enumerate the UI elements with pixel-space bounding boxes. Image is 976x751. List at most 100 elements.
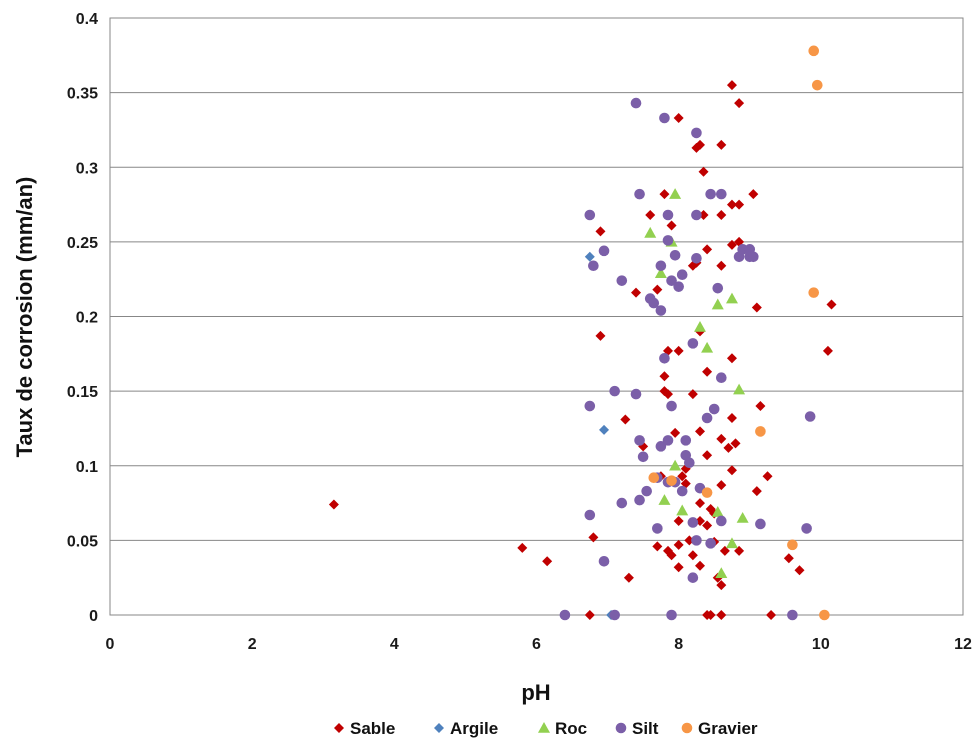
data-point — [584, 209, 596, 221]
data-point — [669, 459, 682, 471]
data-point — [673, 345, 684, 356]
data-point — [719, 545, 730, 556]
data-point — [702, 244, 713, 255]
data-point — [673, 539, 684, 550]
x-tick-label: 6 — [532, 636, 541, 653]
data-point — [652, 523, 663, 534]
data-point — [620, 414, 631, 425]
data-point — [666, 609, 677, 621]
legend-marker — [681, 722, 693, 734]
data-point — [751, 486, 762, 497]
data-point — [694, 498, 705, 509]
data-point — [673, 562, 684, 573]
data-point — [716, 260, 727, 271]
x-tick-label: 0 — [106, 636, 115, 653]
data-point — [794, 565, 805, 576]
legend-label: Gravier — [698, 719, 758, 738]
data-point — [701, 412, 713, 424]
data-points — [328, 45, 837, 621]
data-point — [662, 235, 674, 246]
data-point — [734, 199, 745, 210]
data-point — [517, 542, 528, 553]
y-tick-label: 0 — [89, 608, 98, 625]
data-point — [748, 189, 759, 200]
data-point — [630, 388, 642, 400]
data-point — [716, 610, 727, 620]
data-point — [599, 424, 610, 435]
data-point — [648, 297, 660, 309]
data-point — [726, 412, 737, 423]
data-point — [804, 411, 816, 422]
x-axis-title: pH — [521, 680, 550, 705]
x-tick-label: 8 — [674, 636, 683, 653]
data-point — [328, 499, 339, 510]
data-point — [598, 555, 610, 567]
data-point — [701, 341, 714, 353]
data-point — [616, 497, 628, 509]
y-axis-ticks: 0 0.05 0.1 0.15 0.2 0.25 0.3 0.35 0.4 — [67, 11, 98, 625]
data-point — [673, 515, 684, 526]
data-point — [669, 250, 681, 261]
data-point — [691, 127, 702, 139]
data-point — [659, 371, 670, 382]
data-point — [644, 226, 657, 238]
data-point — [637, 451, 649, 463]
y-tick-label: 0.35 — [67, 86, 98, 103]
data-point — [652, 541, 663, 552]
y-tick-label: 0.25 — [67, 235, 98, 252]
data-point — [673, 281, 684, 292]
data-point — [687, 572, 699, 583]
data-point — [662, 209, 674, 221]
data-point — [711, 298, 724, 310]
data-point — [666, 275, 677, 286]
data-point — [702, 520, 713, 531]
data-point — [766, 610, 777, 620]
data-point — [542, 556, 553, 567]
y-tick-label: 0.15 — [67, 384, 98, 401]
data-point — [658, 494, 671, 505]
data-point — [677, 471, 688, 482]
data-point — [598, 245, 610, 257]
data-point — [662, 435, 674, 446]
data-point — [659, 112, 670, 124]
data-point — [584, 400, 596, 412]
data-point — [655, 441, 667, 452]
data-point — [670, 427, 681, 438]
legend-label: Silt — [632, 719, 659, 738]
data-point — [755, 518, 766, 530]
data-point — [716, 210, 727, 221]
data-point — [659, 189, 670, 200]
data-point — [808, 45, 820, 57]
x-tick-label: 4 — [390, 636, 399, 653]
data-point — [655, 305, 667, 316]
data-point — [687, 550, 698, 561]
data-point — [716, 372, 727, 383]
legend-label: Argile — [450, 719, 498, 738]
data-point — [726, 80, 737, 91]
data-point — [666, 220, 677, 231]
data-point — [725, 292, 738, 304]
legend-marker — [538, 722, 550, 733]
data-point — [652, 284, 663, 295]
legend-item-sable: Sable — [334, 719, 395, 738]
data-point — [826, 299, 837, 310]
data-point — [609, 609, 620, 621]
data-point — [723, 442, 734, 453]
legend-label: Roc — [555, 719, 587, 738]
data-point — [634, 435, 645, 446]
data-point — [659, 352, 670, 364]
data-point — [708, 403, 720, 415]
data-point — [687, 517, 699, 528]
x-axis-ticks: 0 2 4 6 8 10 12 — [106, 636, 972, 653]
data-point — [684, 457, 695, 469]
data-point — [734, 98, 745, 109]
data-point — [726, 353, 737, 364]
data-point — [634, 188, 645, 200]
data-point — [726, 465, 737, 476]
data-point — [641, 485, 652, 497]
legend-label: Sable — [350, 719, 395, 738]
data-point — [787, 539, 798, 551]
data-point — [748, 251, 759, 263]
x-tick-label: 2 — [248, 636, 257, 653]
data-point — [733, 383, 746, 395]
